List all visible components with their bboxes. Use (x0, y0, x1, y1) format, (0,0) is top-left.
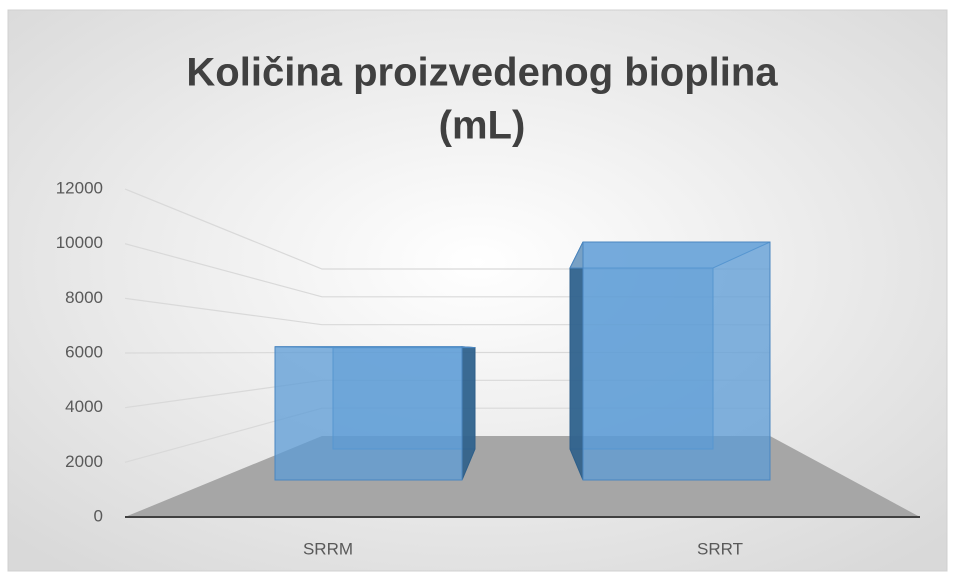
y-tick-label: 4000 (65, 397, 103, 416)
bar-side (569, 241, 584, 481)
bar-front (274, 346, 463, 481)
bar (274, 346, 476, 481)
bar-front (582, 241, 771, 481)
y-tick-label: 12000 (56, 178, 103, 197)
x-tick-label: SRRT (697, 539, 743, 558)
y-tick-label: 8000 (65, 288, 103, 307)
y-tick-label: 0 (94, 506, 103, 525)
y-tick-label: 2000 (65, 452, 103, 471)
y-tick-label: 6000 (65, 342, 103, 361)
y-tick-label: 10000 (56, 233, 103, 252)
chart-title: (mL) (439, 104, 526, 148)
chart-title: Količina proizvedenog bioplina (186, 51, 778, 95)
x-tick-label: SRRM (303, 539, 353, 558)
bar (569, 241, 771, 481)
